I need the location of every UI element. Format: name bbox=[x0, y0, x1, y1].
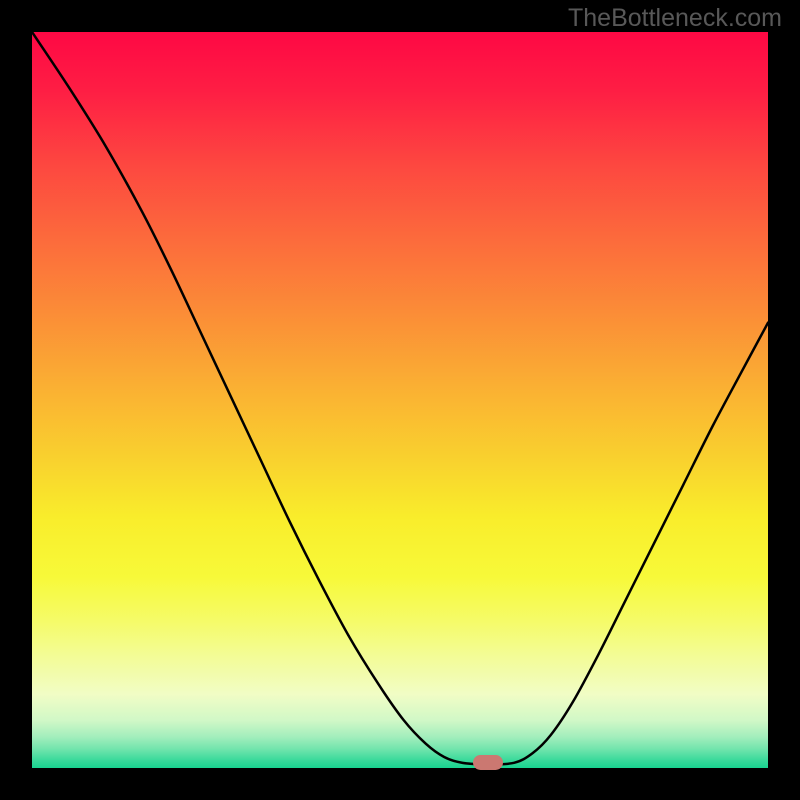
chart-frame: TheBottleneck.com bbox=[0, 0, 800, 800]
background-rect bbox=[32, 32, 768, 768]
plot-svg bbox=[32, 32, 768, 768]
watermark-text: TheBottleneck.com bbox=[568, 4, 782, 33]
optimal-marker bbox=[473, 755, 503, 770]
plot-area bbox=[32, 32, 768, 768]
